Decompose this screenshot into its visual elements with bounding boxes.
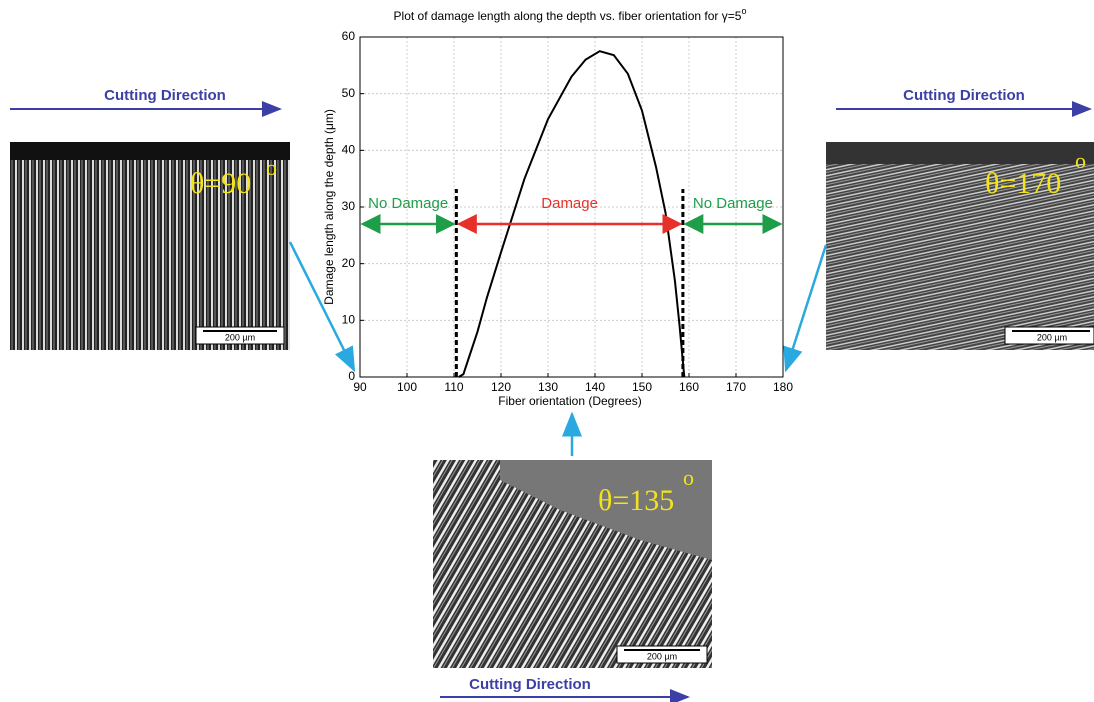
x-tick-label: 150 (632, 380, 652, 394)
x-tick-label: 100 (397, 380, 417, 394)
x-tick-label: 120 (491, 380, 511, 394)
y-tick-label: 10 (342, 313, 356, 327)
scale-bar-label: 200 µm (225, 332, 255, 342)
x-tick-label: 130 (538, 380, 558, 394)
theta-sup: o (1075, 148, 1086, 173)
pointer-arrow (783, 244, 828, 373)
x-tick-label: 140 (585, 380, 605, 394)
pointer-arrow (288, 241, 356, 373)
theta-label: θ=90 (190, 167, 251, 200)
region-label: No Damage (368, 195, 448, 212)
scale-bar-label: 200 µm (1037, 332, 1067, 342)
x-tick-label: 180 (773, 380, 793, 394)
cutting-direction: Cutting Direction (903, 87, 1025, 104)
damage-curve (458, 50, 686, 378)
y-axis-label: Damage length along the depth (μm) (322, 109, 336, 305)
region-label: No Damage (693, 195, 773, 212)
cutting-direction: Cutting Direction (469, 676, 591, 693)
y-tick-label: 60 (342, 29, 356, 43)
plot-frame (359, 36, 784, 378)
y-tick-label: 30 (342, 199, 356, 213)
scale-bar-label: 200 µm (647, 651, 677, 661)
x-tick-label: 160 (679, 380, 699, 394)
x-tick-label: 110 (444, 380, 463, 394)
theta-sup: o (266, 155, 277, 180)
micrograph-right: θ=170 o 200 µm (826, 142, 1094, 350)
x-tick-label: 90 (353, 380, 367, 394)
micrograph-bottom: θ=135 o 200 µm (433, 460, 712, 668)
theta-label: θ=170 (985, 167, 1061, 200)
chart: Fiber orientation (Degrees) Damage lengt… (322, 6, 793, 408)
y-tick-label: 50 (342, 86, 356, 100)
x-axis-label: Fiber orientation (Degrees) (498, 394, 641, 408)
y-tick-label: 20 (342, 256, 356, 270)
y-tick-label: 0 (348, 369, 355, 383)
theta-label: θ=135 (598, 484, 674, 517)
cutting-direction: Cutting Direction (104, 87, 226, 104)
micrograph-left: θ=90 o 200 µm (10, 142, 290, 350)
theta-sup: o (683, 465, 694, 490)
region-label: Damage (541, 195, 598, 212)
x-tick-label: 170 (726, 380, 746, 394)
chart-title: Plot of damage length along the depth vs… (394, 6, 747, 23)
y-tick-label: 40 (342, 143, 356, 157)
